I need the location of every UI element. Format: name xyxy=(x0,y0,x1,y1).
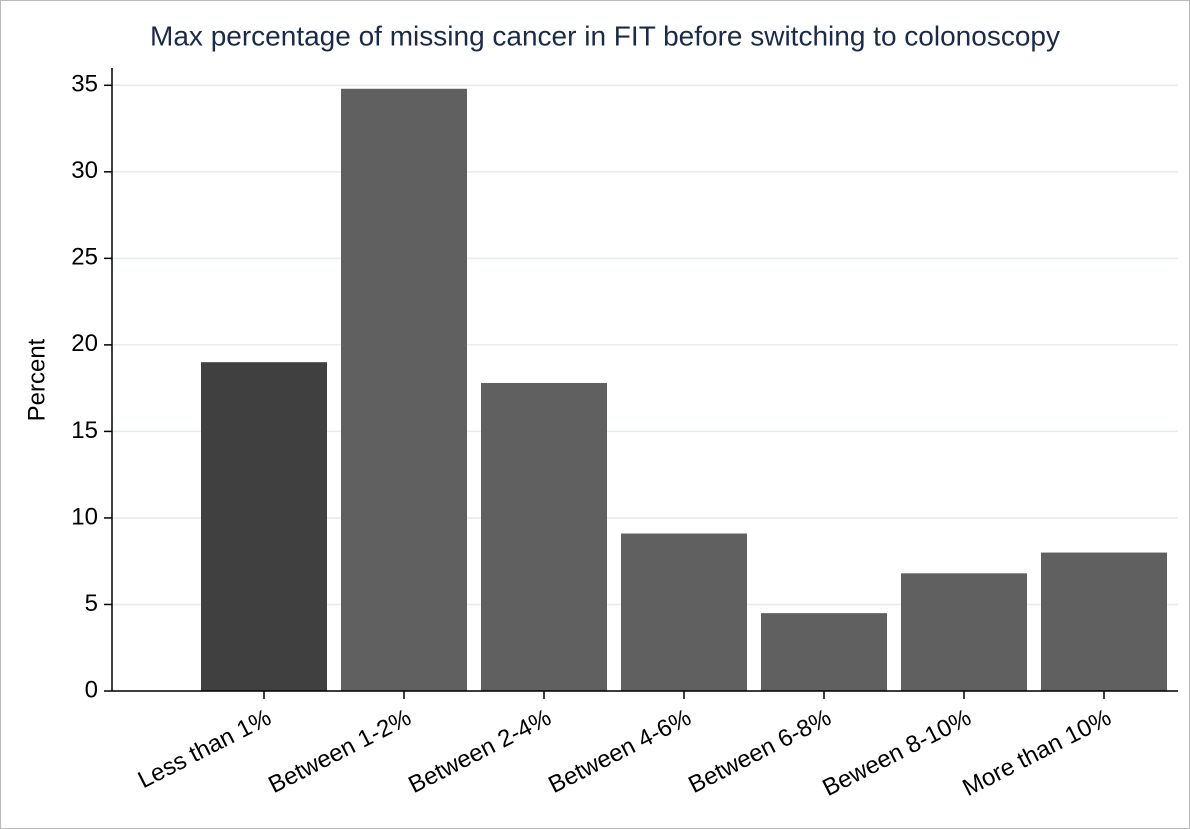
y-tick-label: 5 xyxy=(85,590,98,617)
y-tick-label: 35 xyxy=(71,71,98,98)
y-tick-label: 20 xyxy=(71,330,98,357)
bar xyxy=(621,533,747,691)
y-tick-label: 10 xyxy=(71,503,98,530)
bar xyxy=(1041,552,1167,691)
bar xyxy=(481,382,607,691)
y-tick-label: 30 xyxy=(71,157,98,184)
bar xyxy=(341,88,467,692)
chart-title: Max percentage of missing cancer in FIT … xyxy=(150,20,1060,51)
bar xyxy=(201,362,327,691)
bar xyxy=(761,613,887,691)
y-axis-label: Percent xyxy=(23,338,50,421)
y-tick-label: 25 xyxy=(71,244,98,271)
y-tick-label: 0 xyxy=(85,676,98,703)
y-tick-label: 15 xyxy=(71,417,98,444)
bar xyxy=(901,573,1027,691)
